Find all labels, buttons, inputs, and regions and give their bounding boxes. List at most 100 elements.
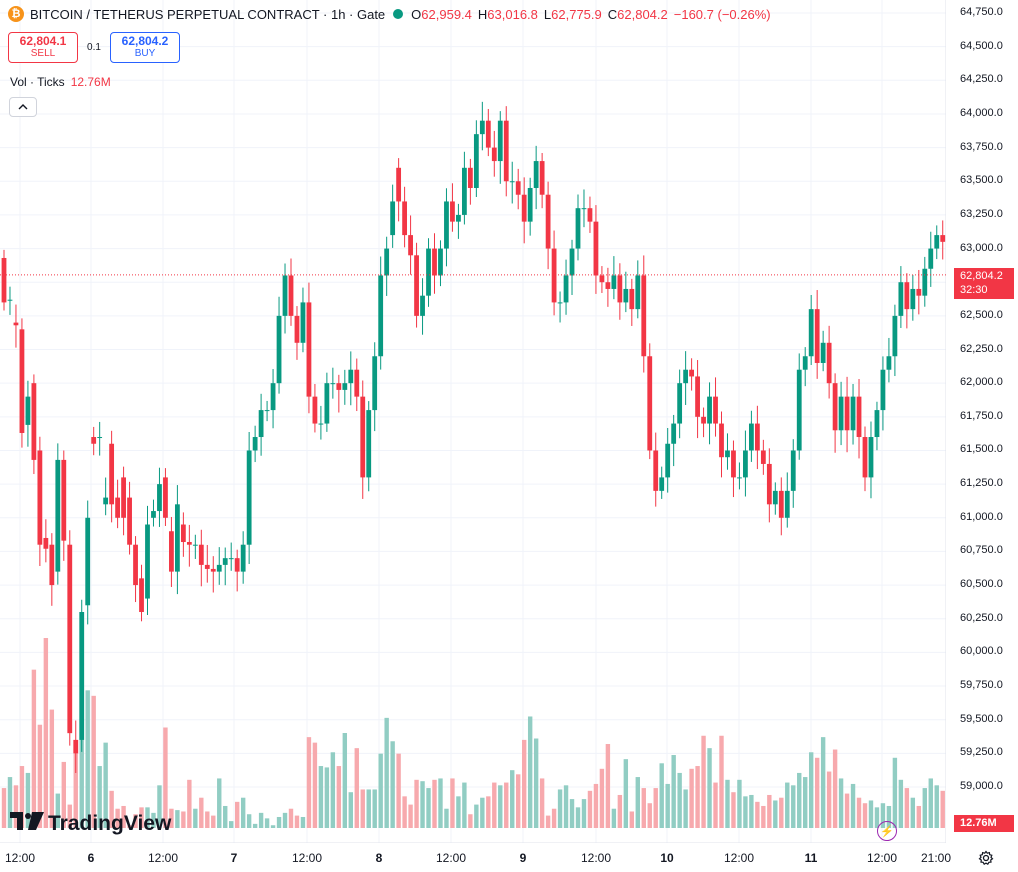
- candle-body: [13, 322, 19, 326]
- high-label: H: [477, 6, 488, 22]
- volume-bar: [348, 792, 353, 828]
- candle-body: [802, 356, 808, 370]
- candle-body: [109, 443, 115, 505]
- volume-bar: [814, 757, 820, 828]
- volume-bar: [408, 804, 413, 828]
- volume-bar: [73, 746, 78, 828]
- candle-body: [414, 255, 419, 316]
- candle-body: [174, 504, 180, 572]
- candle-body: [928, 248, 934, 269]
- change-value: −160.7 (−0.26%): [673, 6, 771, 22]
- candle-body: [748, 423, 754, 451]
- volume-bar: [294, 815, 300, 828]
- candle-body: [880, 369, 886, 411]
- volume-bar: [492, 782, 497, 828]
- tradingview-logo[interactable]: TradingView: [10, 812, 171, 836]
- candle-body: [402, 201, 408, 236]
- volume-bar: [486, 796, 491, 828]
- candle-body: [569, 248, 575, 276]
- volume-bar: [366, 789, 371, 828]
- volume-bar: [629, 811, 635, 828]
- candle-body: [754, 423, 760, 451]
- volume-bar: [217, 778, 222, 828]
- candle-body: [665, 443, 671, 478]
- candle-body: [73, 739, 79, 754]
- price-tick-label: 60,250.0: [960, 611, 1003, 624]
- volume-bar: [551, 808, 557, 828]
- volume-bar: [761, 805, 766, 828]
- close-label: C: [607, 6, 618, 22]
- price-tick-label: 59,250.0: [960, 746, 1003, 759]
- volume-bar: [575, 807, 581, 828]
- volume-bar: [127, 825, 132, 828]
- low-label: L: [543, 6, 552, 22]
- gear-icon[interactable]: [978, 850, 994, 869]
- volume-bar: [163, 727, 168, 828]
- collapse-legend-button[interactable]: [9, 97, 37, 117]
- chart-area[interactable]: [0, 0, 946, 843]
- time-tick-label: 12:00: [723, 851, 755, 865]
- volume-bar: [474, 804, 479, 828]
- candle-body: [258, 410, 264, 438]
- volume-bar: [617, 794, 623, 828]
- candle-body: [760, 450, 766, 464]
- candle-body: [868, 437, 874, 478]
- volume-bar: [599, 768, 605, 828]
- last-price-tag: 62,804.2 32:30: [954, 268, 1014, 299]
- volume-bar: [563, 785, 569, 828]
- candle-body: [240, 544, 246, 572]
- candle-body: [814, 309, 820, 363]
- volume-bar: [749, 794, 754, 828]
- candle-body: [916, 288, 922, 296]
- candle-body: [145, 524, 150, 599]
- volume-bar: [264, 818, 270, 828]
- candle-body: [169, 531, 174, 572]
- candle-body: [491, 147, 497, 162]
- volume-tag: 12.76M: [954, 815, 1014, 832]
- volume-bar: [904, 788, 910, 828]
- candle-body: [934, 235, 940, 249]
- volume-bar: [300, 816, 306, 828]
- candle-body: [288, 275, 294, 316]
- sell-button[interactable]: 62,804.1 SELL: [8, 32, 78, 63]
- candle-body: [31, 383, 37, 460]
- candle-body: [796, 369, 802, 451]
- volume-bar: [635, 777, 640, 828]
- volume-bar: [175, 810, 180, 828]
- candle-body: [497, 120, 503, 162]
- volume-bar: [611, 808, 617, 828]
- candle-body: [808, 309, 814, 357]
- volume-bar: [390, 741, 395, 828]
- candle-body: [366, 410, 372, 478]
- candle-body: [581, 208, 587, 210]
- volume-bar: [223, 805, 228, 828]
- flash-icon[interactable]: ⚡: [877, 821, 897, 841]
- open-value: 62,959.4: [421, 6, 472, 22]
- volume-legend[interactable]: Vol · Ticks 12.76M: [10, 75, 111, 89]
- candle-body: [533, 161, 539, 188]
- symbol-title[interactable]: BITCOIN / TETHERUS PERPETUAL CONTRACT · …: [30, 6, 386, 22]
- candlestick-chart[interactable]: [0, 0, 946, 843]
- volume-bar: [587, 790, 593, 828]
- time-tick-label: 10: [660, 851, 674, 865]
- candle-body: [479, 120, 485, 135]
- volume-bar: [396, 753, 401, 828]
- candle-body: [372, 356, 378, 411]
- candle-body: [904, 282, 910, 310]
- price-tick-label: 59,000.0: [960, 780, 1003, 792]
- high-value: 63,016.8: [487, 6, 538, 22]
- volume-bar: [695, 766, 700, 828]
- candle-body: [820, 342, 826, 363]
- volume-bar: [43, 638, 49, 828]
- candle-body: [898, 282, 904, 316]
- candle-body: [659, 477, 665, 491]
- candle-body: [79, 612, 85, 740]
- volume-bar: [25, 772, 31, 828]
- candle-body: [336, 383, 342, 390]
- volume-bar: [378, 753, 383, 828]
- volume-bar: [121, 805, 126, 828]
- volume-bar: [258, 812, 264, 828]
- candle-body: [862, 437, 868, 478]
- volume-bar: [139, 807, 144, 828]
- buy-button[interactable]: 62,804.2 BUY: [110, 32, 180, 63]
